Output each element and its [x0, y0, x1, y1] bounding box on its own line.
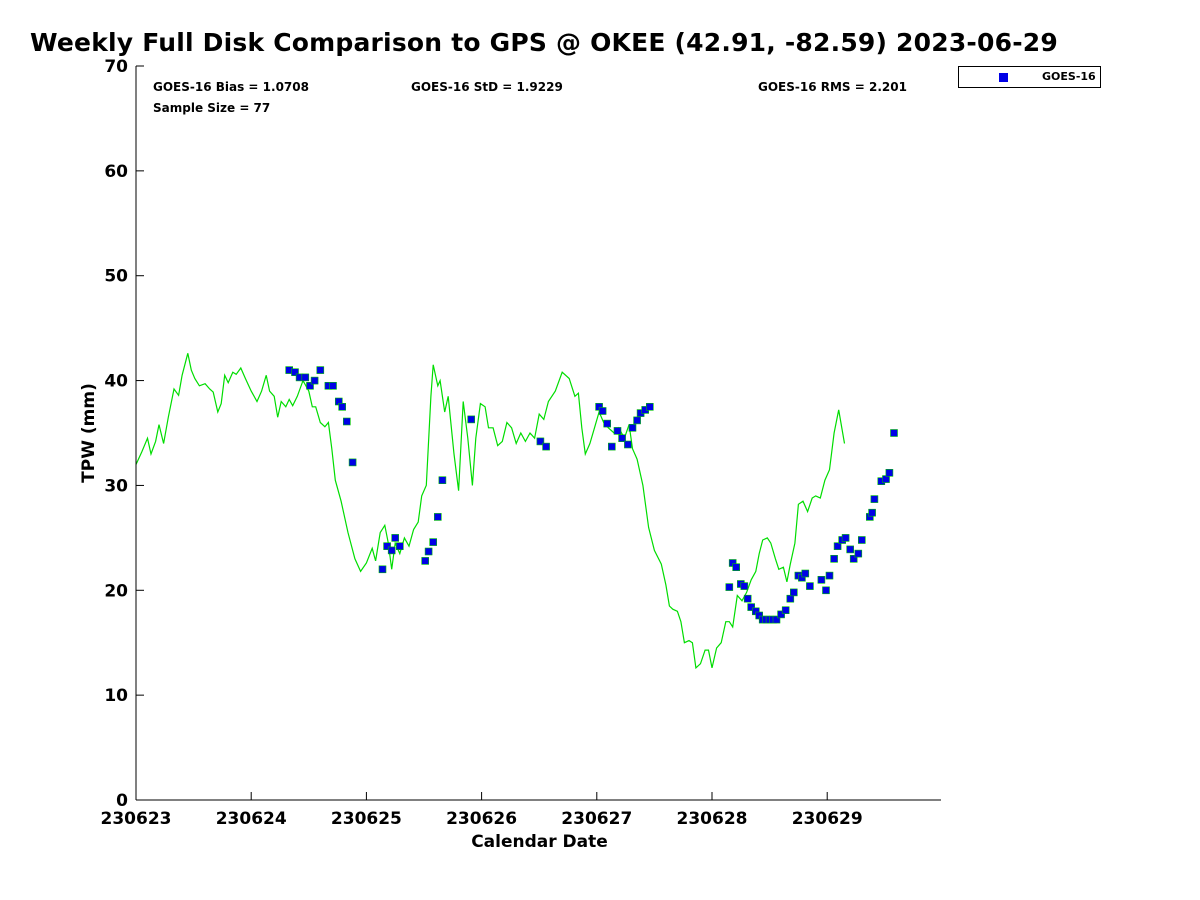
- gps-tpw-line: [135, 353, 846, 670]
- goes16-point: [306, 381, 314, 390]
- goes16-point: [777, 610, 785, 619]
- goes16-point: [607, 442, 616, 451]
- goes16-point: [854, 549, 863, 558]
- goes16-point: [868, 508, 876, 517]
- goes16-point: [383, 542, 391, 551]
- goes16-point: [743, 594, 752, 603]
- goes16-point: [603, 419, 612, 428]
- y-tick-label: 20: [104, 581, 128, 601]
- x-tick-label: 230626: [446, 809, 517, 829]
- goes16-point: [542, 442, 550, 451]
- bias-stat: GOES-16 Bias = 1.0708: [153, 80, 309, 94]
- x-axis-label: Calendar Date: [471, 832, 608, 852]
- x-tick-label: 230628: [677, 809, 748, 829]
- goes16-point: [822, 586, 830, 595]
- goes16-point: [348, 458, 357, 467]
- y-tick-label: 30: [104, 476, 128, 496]
- chart-legend: GOES-16: [958, 66, 1101, 88]
- x-tick-label: 230627: [561, 809, 632, 829]
- goes16-point: [421, 557, 430, 565]
- goes16-point: [438, 476, 447, 485]
- goes16-point: [740, 582, 749, 590]
- chart-title: Weekly Full Disk Comparison to GPS @ OKE…: [30, 28, 1058, 57]
- std-stat: GOES-16 StD = 1.9229: [411, 80, 563, 94]
- goes16-point: [291, 368, 299, 377]
- goes16-point: [387, 546, 396, 555]
- goes16-point: [536, 437, 545, 446]
- goes16-point: [424, 547, 433, 556]
- goes16-point: [310, 376, 319, 385]
- y-tick-label: 0: [116, 791, 128, 811]
- goes16-point: [781, 606, 790, 615]
- goes16-point: [725, 583, 734, 591]
- goes16-point: [849, 554, 858, 563]
- goes16-point: [870, 495, 879, 503]
- goes16-point: [613, 427, 622, 435]
- goes16-point: [628, 423, 637, 432]
- goes16-point: [598, 407, 607, 415]
- goes16-point: [429, 538, 438, 546]
- goes16-point: [391, 534, 400, 542]
- goes16-point: [378, 565, 387, 574]
- goes16-point: [882, 475, 890, 483]
- axes-layer: 0 10 20 30 40 50 60 70 230623 230624 230625 230626 2…: [79, 57, 941, 852]
- y-axis-label: TPW (mm): [79, 383, 99, 483]
- goes16-point: [833, 542, 842, 551]
- goes16-point: [817, 575, 826, 584]
- goes16-point: [825, 571, 834, 580]
- goes16-point: [618, 434, 626, 443]
- x-tick-label: 230629: [792, 809, 863, 829]
- goes16-point: [732, 563, 741, 572]
- goes16-point: [301, 373, 310, 382]
- goes16-point: [338, 402, 347, 411]
- goes16-point: [806, 582, 814, 590]
- sample-size-stat: Sample Size = 77: [153, 101, 271, 115]
- goes16-point: [857, 536, 866, 544]
- goes16-point: [841, 534, 850, 542]
- goes16-point: [433, 513, 442, 521]
- goes16-point: [316, 366, 325, 374]
- y-tick-label: 40: [104, 372, 128, 392]
- goes16-point: [329, 381, 337, 390]
- gps-line-layer: [135, 353, 846, 670]
- goes16-point: [786, 594, 795, 603]
- goes16-point: [830, 554, 838, 563]
- goes16-point: [645, 402, 654, 411]
- goes16-point: [342, 417, 351, 426]
- legend-label-goes16: GOES-16: [1042, 70, 1096, 83]
- goes16-point: [747, 603, 756, 611]
- legend-marker-goes16: [999, 73, 1008, 82]
- goes16-point: [624, 440, 632, 449]
- x-tick-label: 230623: [101, 809, 172, 829]
- rms-stat: GOES-16 RMS = 2.201: [758, 80, 907, 94]
- goes16-point: [467, 415, 476, 424]
- goes16-point: [801, 569, 810, 578]
- x-tick-label: 230624: [216, 809, 287, 829]
- goes16-point: [789, 588, 798, 597]
- y-tick-label: 70: [104, 57, 128, 77]
- goes16-point: [846, 545, 855, 554]
- goes16-point: [885, 468, 894, 477]
- goes16-point: [395, 542, 404, 551]
- y-tick-label: 50: [104, 267, 128, 287]
- goes16-point: [890, 429, 898, 437]
- y-tick-label: 60: [104, 162, 128, 182]
- goes16-point: [772, 615, 781, 624]
- y-tick-label: 10: [104, 686, 128, 706]
- goes16-point: [633, 416, 641, 425]
- goes-marker-layer: [285, 366, 898, 624]
- x-tick-label: 230625: [331, 809, 402, 829]
